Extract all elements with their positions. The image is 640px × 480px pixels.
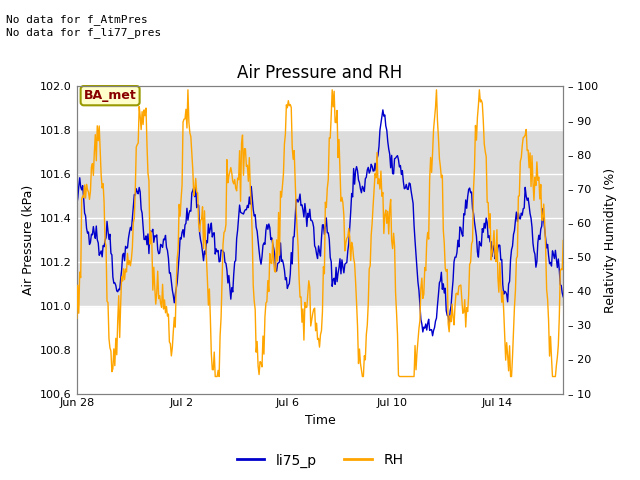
X-axis label: Time: Time (305, 414, 335, 427)
Legend: li75_p, RH: li75_p, RH (231, 448, 409, 473)
Bar (77, 130, 563, 306)
Y-axis label: Relativity Humidity (%): Relativity Humidity (%) (604, 168, 617, 312)
Y-axis label: Air Pressure (kPa): Air Pressure (kPa) (22, 185, 35, 295)
Title: Air Pressure and RH: Air Pressure and RH (237, 64, 403, 82)
Text: BA_met: BA_met (84, 89, 136, 102)
Text: No data for f_AtmPres
No data for f_li77_pres: No data for f_AtmPres No data for f_li77… (6, 14, 162, 38)
